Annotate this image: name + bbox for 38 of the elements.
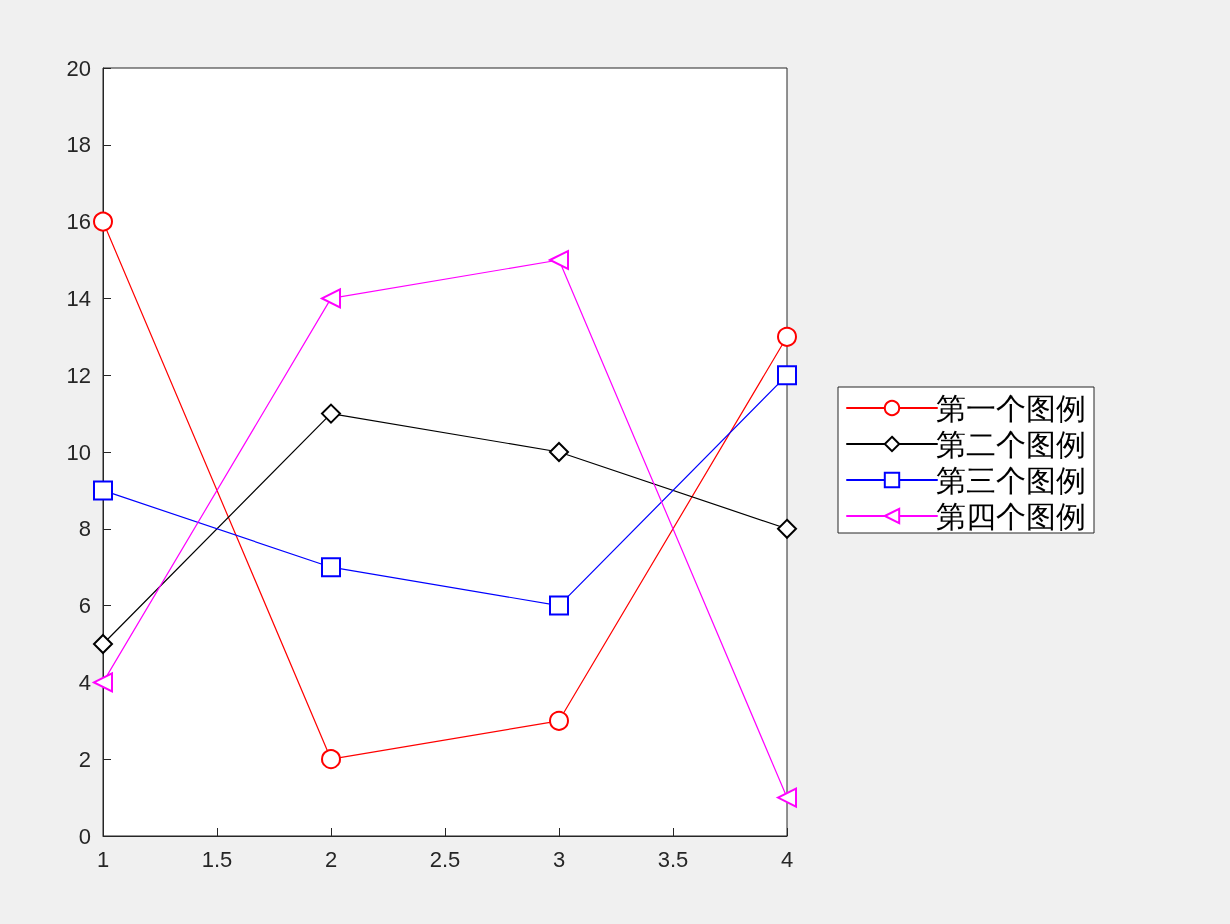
point (777, 787, 797, 808)
point (321, 403, 341, 424)
point (321, 749, 341, 770)
point (93, 211, 113, 232)
point (777, 365, 797, 386)
point (321, 288, 341, 309)
y-tick-label: 16 (66, 209, 91, 235)
y-tick-label: 8 (78, 516, 91, 542)
point (777, 326, 797, 347)
y-tick-label: 12 (66, 362, 91, 388)
y-tick-label: 20 (66, 55, 91, 81)
point (549, 442, 569, 462)
y-tick-label: 14 (66, 285, 91, 311)
x-tick-label: 1 (96, 846, 110, 872)
x-tick-label: 3.5 (657, 846, 689, 872)
y-tick-label: 10 (66, 439, 91, 465)
point (93, 480, 113, 501)
y-tick-label: 2 (78, 746, 91, 772)
point (93, 672, 113, 693)
y-tick-label: 0 (78, 823, 91, 849)
point (549, 595, 569, 616)
y-tick-label: 18 (66, 132, 91, 158)
legend-label: 第四个图例 (936, 498, 1086, 534)
x-tick-label: 2 (324, 846, 338, 872)
x-tick-label: 4 (780, 846, 794, 872)
point (777, 518, 797, 539)
x-tick-label: 1.5 (201, 846, 233, 872)
x-tick-label: 2.5 (429, 846, 461, 872)
point (549, 710, 569, 731)
legend-label: 第三个图例 (936, 462, 1086, 498)
legend-label: 第一个图例 (936, 390, 1086, 426)
legend-label: 第二个图例 (936, 426, 1086, 462)
y-tick-label: 4 (78, 669, 91, 695)
point (93, 634, 113, 654)
point (549, 250, 569, 270)
y-tick-label: 6 (78, 593, 91, 619)
point (321, 557, 341, 578)
x-tick-label: 3 (552, 846, 566, 872)
